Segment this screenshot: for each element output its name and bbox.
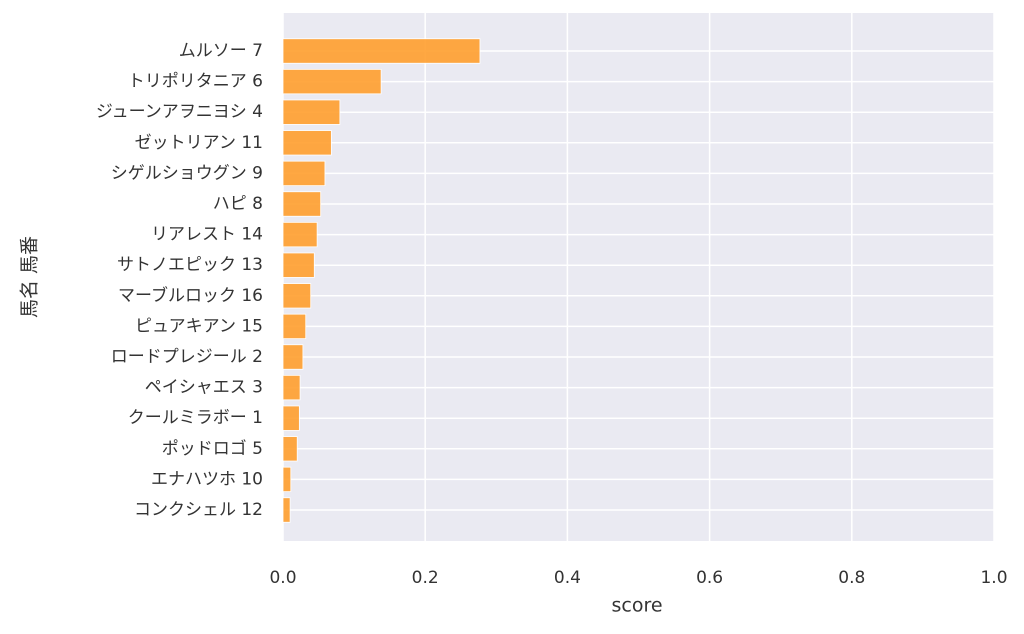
x-tick-label: 0.8	[838, 568, 865, 588]
y-tick-label: ピュアキアン 15	[135, 316, 263, 336]
bar	[282, 38, 481, 64]
bar	[282, 466, 292, 493]
y-tick-label: リアレスト 14	[151, 225, 263, 245]
y-axis-label: 馬名 馬番	[19, 236, 41, 318]
x-tick-label: 0.6	[696, 568, 723, 588]
bar	[282, 405, 300, 431]
y-tick-label: コンクシェル 12	[134, 500, 263, 520]
bar	[282, 283, 312, 309]
bar	[282, 130, 332, 156]
x-axis-label: score	[611, 595, 662, 617]
bar	[282, 344, 304, 370]
y-tick-label: ポッドロゴ 5	[162, 438, 263, 459]
y-tick-label: トリポリタニア 6	[128, 72, 263, 92]
bar	[282, 221, 318, 248]
y-tick-label: ジューンアヲニヨシ 4	[96, 102, 263, 122]
bar	[282, 497, 291, 523]
bar	[282, 160, 326, 187]
y-tick-label: マーブルロック 16	[118, 285, 263, 306]
bar	[282, 436, 298, 462]
x-tick-label: 1.0	[980, 568, 1007, 588]
bar	[282, 191, 322, 217]
bar	[282, 252, 315, 278]
y-tick-label: シゲルショウグン 9	[111, 163, 263, 183]
y-tick-label: サトノエピック 13	[117, 255, 263, 275]
y-tick-label: エナハツホ 10	[151, 469, 263, 489]
bar	[282, 374, 301, 401]
x-tick-label: 0.0	[269, 568, 296, 588]
x-tick-label: 0.4	[554, 568, 581, 588]
bar	[282, 313, 307, 340]
y-tick-label: ゼットリアン 11	[135, 133, 263, 153]
bar	[282, 68, 382, 95]
y-tick-label: クールミラボー 1	[128, 408, 263, 428]
x-tick-label: 0.2	[412, 568, 439, 588]
y-tick-label: ハピ 8	[213, 194, 263, 214]
y-tick-label: ロードプレジール 2	[111, 347, 263, 367]
bar	[282, 99, 341, 125]
plot-background	[283, 13, 994, 541]
y-tick-label: ムルソー 7	[179, 41, 263, 61]
y-tick-label: ペイシャエス 3	[145, 378, 263, 398]
